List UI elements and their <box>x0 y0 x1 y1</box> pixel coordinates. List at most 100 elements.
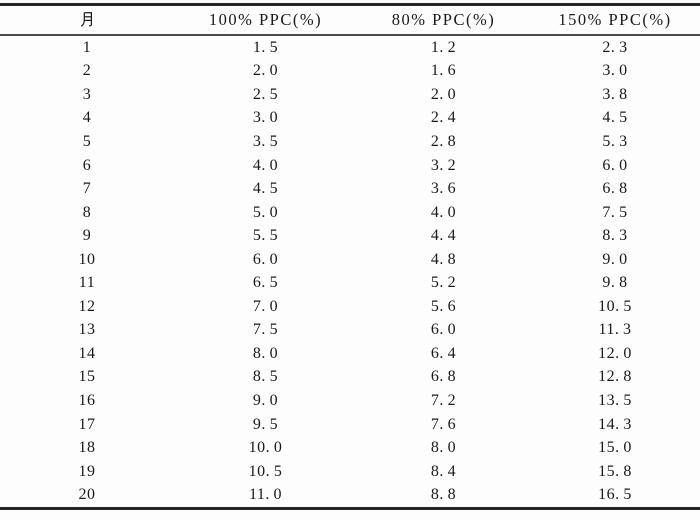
cell-ppc-value: 2. 4 <box>430 109 457 127</box>
cell-month: 10 <box>78 250 96 268</box>
table-row: 1 1. 5 1. 2 2. 3 <box>0 36 700 60</box>
cell-ppc-value: 16. 5 <box>598 486 632 504</box>
table-bottom-rule <box>0 507 700 510</box>
table-row: 18 10. 0 8. 0 15. 0 <box>0 436 700 460</box>
cell-ppc-value: 2. 0 <box>252 62 279 80</box>
header-divider-rule <box>0 34 700 36</box>
cell-ppc-value: 11. 0 <box>248 486 283 504</box>
cell-ppc-value: 4. 4 <box>430 227 457 245</box>
cell-ppc-value: 3. 2 <box>430 156 457 174</box>
cell-ppc-value: 1. 2 <box>430 38 457 56</box>
cell-ppc-value: 6. 8 <box>430 368 457 386</box>
header-month <box>0 10 174 30</box>
header-150-ppc: 150% PPC(%) <box>558 9 672 29</box>
cell-month: 19 <box>78 462 96 480</box>
cell-ppc-value: 15. 8 <box>598 462 632 480</box>
cell-ppc-value: 11. 3 <box>598 321 632 339</box>
cell-ppc-value: 15. 0 <box>598 439 632 457</box>
cell-ppc-value: 12. 8 <box>598 368 632 386</box>
cell-ppc-value: 10. 0 <box>248 439 283 457</box>
cell-ppc-value: 12. 0 <box>598 344 632 362</box>
cell-ppc-value: 6. 4 <box>430 344 457 362</box>
cell-month: 7 <box>82 180 92 198</box>
table-row: 11 6. 5 5. 2 9. 8 <box>0 271 700 295</box>
cell-ppc-value: 2. 8 <box>430 132 457 150</box>
cell-ppc-value: 6. 5 <box>252 274 279 292</box>
cell-ppc-value: 8. 8 <box>430 486 457 504</box>
cell-month: 11 <box>78 274 96 292</box>
cell-month: 4 <box>82 109 92 127</box>
header-100-ppc: 100% PPC(%) <box>208 9 323 29</box>
table-row: 5 3. 5 2. 8 5. 3 <box>0 130 700 154</box>
cell-month: 2 <box>82 62 92 80</box>
table-row: 13 7. 5 6. 0 11. 3 <box>0 319 700 343</box>
cell-ppc-value: 8. 5 <box>252 368 279 386</box>
cell-month: 9 <box>82 227 92 245</box>
table-row: 3 2. 5 2. 0 3. 8 <box>0 83 700 107</box>
cell-ppc-value: 4. 8 <box>430 250 457 268</box>
cell-ppc-value: 3. 6 <box>430 180 457 198</box>
table-row: 14 8. 0 6. 4 12. 0 <box>0 342 700 366</box>
cell-ppc-value: 9. 8 <box>602 274 628 292</box>
cell-ppc-value: 4. 0 <box>252 156 279 174</box>
table-row: 17 9. 5 7. 6 14. 3 <box>0 413 700 437</box>
cell-ppc-value: 5. 0 <box>252 203 279 221</box>
cell-ppc-value: 14. 3 <box>598 415 632 433</box>
cell-ppc-value: 9. 5 <box>252 415 279 433</box>
table-row: 12 7. 0 5. 6 10. 5 <box>0 295 700 319</box>
table-row: 16 9. 0 7. 2 13. 5 <box>0 389 700 413</box>
cell-ppc-value: 6. 8 <box>602 180 628 198</box>
cell-ppc-value: 7. 0 <box>252 297 279 315</box>
table-row: 7 4. 5 3. 6 6. 8 <box>0 177 700 201</box>
table-row: 6 4. 0 3. 2 6. 0 <box>0 154 700 178</box>
cell-ppc-value: 13. 5 <box>598 391 632 409</box>
cell-ppc-value: 8. 0 <box>430 439 457 457</box>
cell-ppc-value: 8. 3 <box>602 227 628 245</box>
cell-ppc-value: 3. 5 <box>252 132 279 150</box>
cell-ppc-value: 1. 5 <box>252 38 279 56</box>
table-header-row: 100% PPC(%) 80% PPC(%) 150% PPC(%) <box>0 6 700 35</box>
cell-month: 3 <box>82 85 92 103</box>
cell-month: 13 <box>78 321 96 339</box>
cell-month: 8 <box>82 203 92 221</box>
cell-month: 14 <box>78 344 96 362</box>
cell-ppc-value: 7. 2 <box>430 391 457 409</box>
header-80-ppc: 80% PPC(%) <box>391 9 496 29</box>
cell-ppc-value: 10. 5 <box>248 462 283 480</box>
cell-ppc-value: 5. 5 <box>252 227 279 245</box>
month-kanji-glyph <box>80 12 92 28</box>
cell-ppc-value: 6. 0 <box>430 321 457 339</box>
table-row: 9 5. 5 4. 4 8. 3 <box>0 224 700 248</box>
cell-month: 6 <box>82 156 92 174</box>
table-row: 20 11. 0 8. 8 16. 5 <box>0 483 700 507</box>
cell-month: 5 <box>82 132 92 150</box>
table-row: 15 8. 5 6. 8 12. 8 <box>0 366 700 390</box>
cell-ppc-value: 2. 3 <box>602 38 628 56</box>
cell-ppc-value: 8. 0 <box>252 344 279 362</box>
cell-month: 12 <box>78 297 96 315</box>
cell-ppc-value: 6. 0 <box>252 250 279 268</box>
cell-ppc-value: 8. 4 <box>430 462 457 480</box>
cell-ppc-value: 5. 6 <box>430 297 457 315</box>
cell-ppc-value: 5. 3 <box>602 132 628 150</box>
table-row: 8 5. 0 4. 0 7. 5 <box>0 201 700 225</box>
cell-ppc-value: 3. 0 <box>602 62 628 80</box>
table-row: 19 10. 5 8. 4 15. 8 <box>0 460 700 484</box>
cell-ppc-value: 2. 5 <box>252 85 279 103</box>
table-row: 2 2. 0 1. 6 3. 0 <box>0 60 700 84</box>
cell-month: 18 <box>78 439 96 457</box>
cell-ppc-value: 7. 5 <box>252 321 279 339</box>
cell-ppc-value: 9. 0 <box>252 391 279 409</box>
cell-ppc-value: 5. 2 <box>430 274 457 292</box>
cell-ppc-value: 7. 6 <box>430 415 457 433</box>
cell-ppc-value: 4. 5 <box>252 180 279 198</box>
cell-ppc-value: 10. 5 <box>598 297 632 315</box>
cell-ppc-value: 2. 0 <box>430 85 457 103</box>
table-row: 10 6. 0 4. 8 9. 0 <box>0 248 700 272</box>
cell-ppc-value: 3. 8 <box>602 85 628 103</box>
cell-month: 15 <box>78 368 96 386</box>
cell-ppc-value: 7. 5 <box>602 203 628 221</box>
cell-month: 20 <box>78 486 96 504</box>
cell-month: 16 <box>78 391 96 409</box>
